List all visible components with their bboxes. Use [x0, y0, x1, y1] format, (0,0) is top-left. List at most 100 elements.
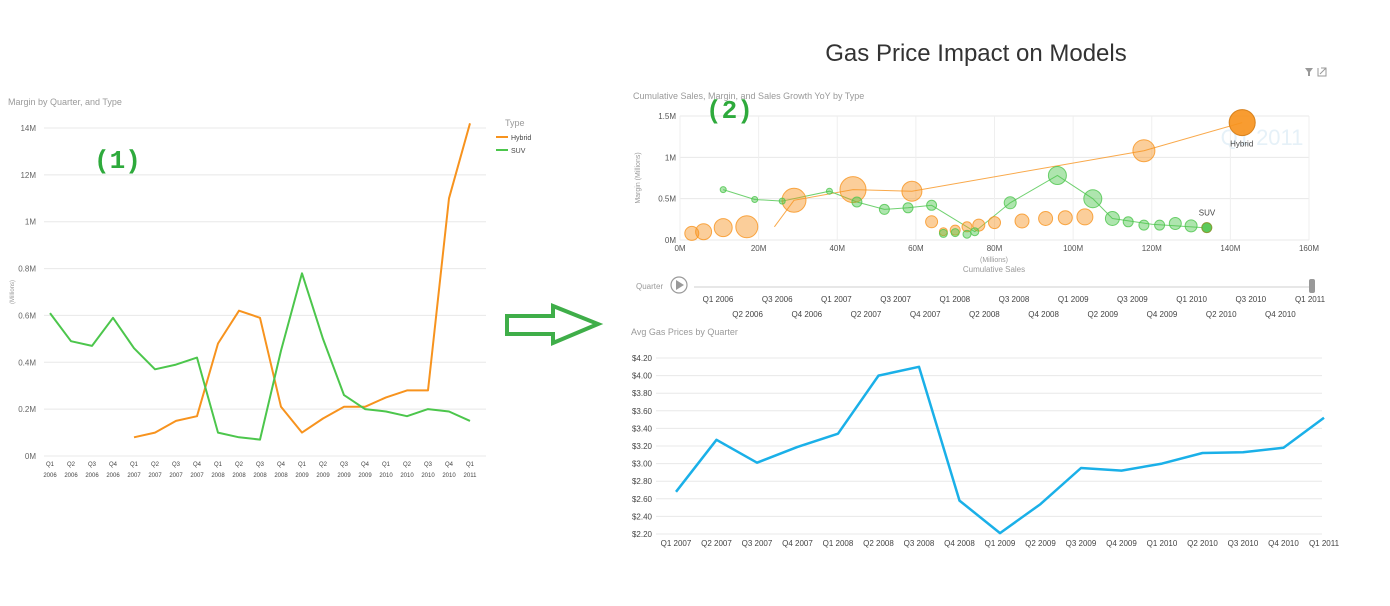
bubble-suv[interactable]: [1003, 196, 1017, 210]
quarter-tick-label: Q3 2009: [1117, 295, 1148, 304]
y-tick-label: $2.40: [632, 512, 653, 521]
quarter-tick-label: Q4 2006: [791, 310, 822, 319]
x-tick-label: Q3 2010: [1228, 539, 1259, 548]
trail-suv: [723, 174, 1203, 233]
bubble-suv[interactable]: [926, 199, 938, 211]
x-tick-quarter: Q1: [382, 462, 391, 468]
margin-line-chart: Margin by Quarter, and Type 0M 0.2M 0.4M 0.…: [8, 97, 531, 479]
x-tick-label: Q4 2010: [1268, 539, 1299, 548]
expand-icon[interactable]: [1317, 67, 1327, 77]
y-tick-label: 1M: [25, 218, 36, 227]
x-tick-year: 2006: [106, 473, 120, 479]
bubble-hybrid[interactable]: [695, 223, 713, 241]
bubble-hybrid[interactable]: [735, 215, 759, 239]
bubble-suv[interactable]: [1154, 219, 1166, 231]
chart1-title: Margin by Quarter, and Type: [8, 97, 122, 107]
bubble-hybrid[interactable]: [949, 224, 961, 236]
x-tick-quarter: Q2: [235, 462, 244, 468]
bubble-hybrid[interactable]: [781, 187, 807, 213]
x-tick-label: Q4 2007: [782, 539, 813, 548]
play-axis: Quarter Q1 2006 Q3 2006 Q1 2007 Q3 2007 Q1 2…: [636, 276, 1326, 319]
bubble-suv[interactable]: [1184, 219, 1198, 233]
x-tick-label: Q4 2008: [944, 539, 975, 548]
x-tick-quarter: Q3: [424, 462, 433, 468]
x-tick-label: 20M: [751, 244, 767, 253]
bubble-current-hybrid[interactable]: [1228, 109, 1256, 137]
x-tick-year: 2009: [295, 473, 309, 479]
trail-hybrid: [773, 122, 1243, 228]
bubble-suv[interactable]: [1168, 217, 1182, 230]
bubble-hybrid[interactable]: [1076, 208, 1094, 226]
bubble-current-suv[interactable]: [1201, 222, 1213, 234]
x-tick-year: 2007: [169, 473, 183, 479]
play-button[interactable]: [670, 276, 688, 294]
bubble-suv[interactable]: [962, 229, 972, 239]
y-tick-label: $3.40: [632, 424, 653, 433]
y-tick-label: 12M: [20, 171, 36, 180]
series-line-suv: [49, 272, 471, 441]
bubble-suv[interactable]: [719, 186, 727, 194]
play-axis-label: Quarter: [636, 282, 663, 291]
x-tick-year: 2009: [337, 473, 351, 479]
bubble-suv[interactable]: [825, 187, 833, 195]
bubble-suv[interactable]: [851, 196, 863, 208]
suv-series-label: SUV: [1199, 209, 1216, 218]
bubble-hybrid[interactable]: [1038, 211, 1054, 226]
bubble-suv[interactable]: [878, 203, 890, 215]
bubble-suv[interactable]: [1104, 211, 1120, 226]
x-tick-year: 2006: [85, 473, 99, 479]
x-tick-year: 2011: [464, 473, 478, 479]
bubble-suv[interactable]: [751, 196, 759, 203]
x-tick-quarter: Q1: [466, 462, 475, 468]
x-tick-label: 160M: [1299, 244, 1319, 253]
bubble-hybrid[interactable]: [713, 218, 733, 238]
x-tick-label: Q1 2007: [661, 539, 692, 548]
y-tick-label: $3.20: [632, 442, 653, 451]
chart1-legend: Type Hybrid SUV: [496, 118, 531, 155]
bubble-hybrid[interactable]: [961, 221, 973, 233]
quarter-tick-label: Q3 2007: [880, 295, 911, 304]
x-tick-quarter: Q2: [151, 462, 160, 468]
quarter-tick-label: Q2 2007: [851, 310, 882, 319]
x-tick-label: Q1 2008: [823, 539, 854, 548]
x-tick-quarter: Q1: [298, 462, 307, 468]
bubble-hybrid[interactable]: [988, 216, 1001, 230]
quarter-tick-label: Q4 2007: [910, 310, 941, 319]
y-tick-label: $4.20: [632, 354, 653, 363]
y-tick-label: 1.5M: [658, 112, 676, 121]
bubble-suv[interactable]: [1083, 189, 1103, 209]
bubble-hybrid[interactable]: [901, 180, 923, 202]
x-tick-year: 2006: [64, 473, 78, 479]
bubble-suv[interactable]: [938, 228, 948, 238]
x-tick-label: 80M: [987, 244, 1003, 253]
bubble-suv[interactable]: [1122, 216, 1134, 228]
filter-icon[interactable]: [1305, 68, 1313, 76]
x-tick-quarter: Q1: [46, 462, 55, 468]
bubble-hybrid[interactable]: [925, 215, 939, 229]
bubble-hybrid[interactable]: [1057, 210, 1073, 226]
bubble-suv[interactable]: [1138, 219, 1150, 231]
hybrid-series-label: Hybrid: [1230, 140, 1253, 149]
y-tick-label: 0.6M: [18, 311, 36, 320]
bubble-suv[interactable]: [902, 202, 914, 214]
bubble-hybrid[interactable]: [1014, 213, 1030, 229]
x-tick-quarter: Q2: [319, 462, 328, 468]
x-tick-label: Q2 2008: [863, 539, 894, 548]
bubble-hybrid[interactable]: [1132, 139, 1156, 163]
play-axis-handle[interactable]: [1309, 279, 1315, 293]
x-tick-quarter: Q3: [88, 462, 97, 468]
x-tick-year: 2010: [400, 473, 414, 479]
quarter-tick-label: Q4 2009: [1147, 310, 1178, 319]
x-tick-quarter: Q4: [109, 462, 118, 468]
x-tick-label: 40M: [829, 244, 845, 253]
gas-price-line-chart: Avg Gas Prices by Quarter $2.20 $2.40 $2.6…: [631, 327, 1340, 548]
bubble-suv[interactable]: [778, 197, 786, 205]
bubble-hybrid[interactable]: [839, 176, 867, 204]
bubble-suv[interactable]: [1047, 166, 1067, 185]
y-tick-label: 0.5M: [658, 195, 676, 204]
x-tick-label: 60M: [908, 244, 924, 253]
bubble-suv[interactable]: [950, 228, 960, 238]
bubble-suv[interactable]: [970, 227, 980, 237]
y-tick-label: $2.20: [632, 530, 653, 539]
chart1-y-label: (Millions): [10, 280, 16, 304]
